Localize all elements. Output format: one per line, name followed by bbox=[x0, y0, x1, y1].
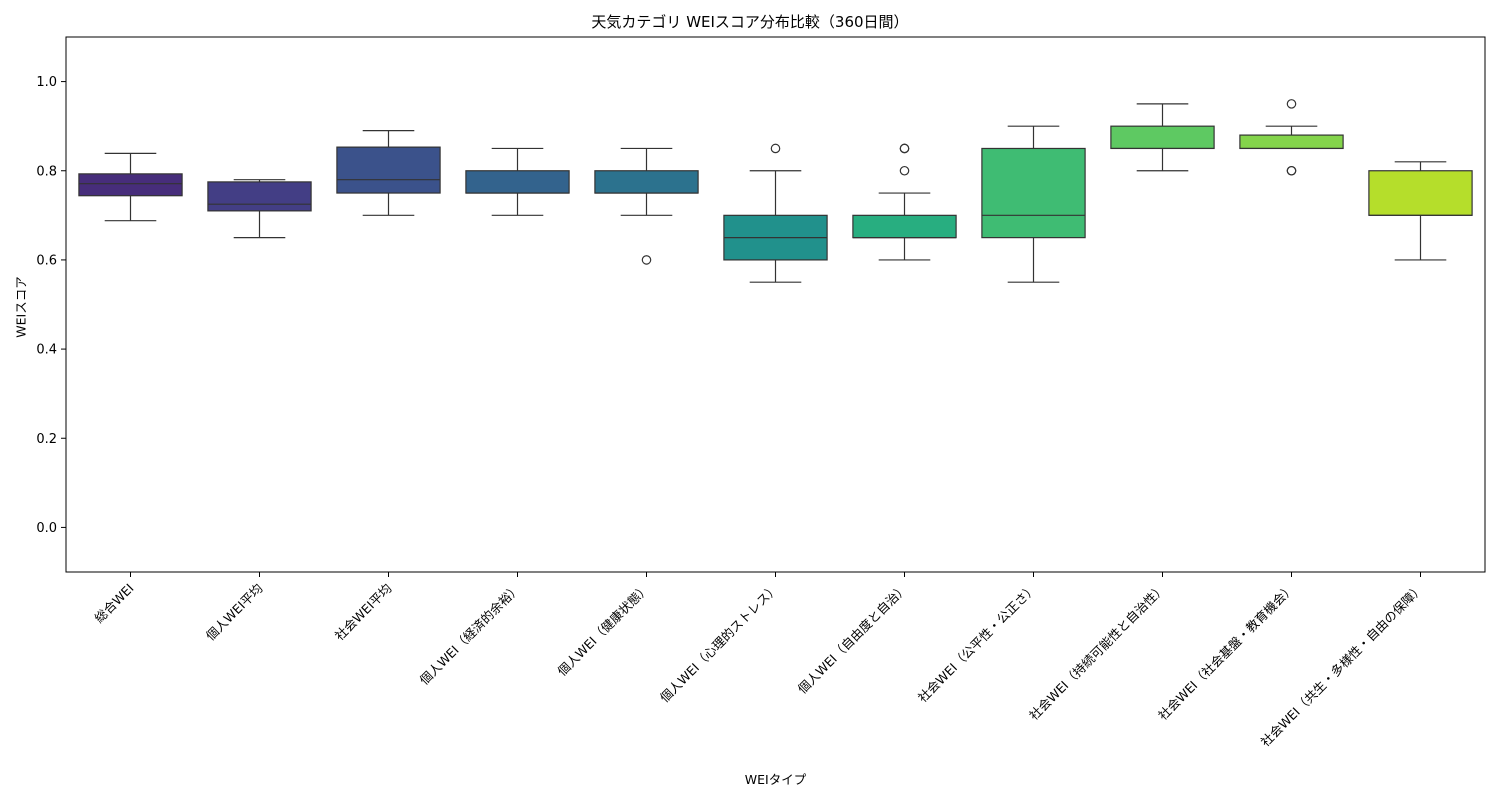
outlier-point bbox=[641, 255, 652, 265]
box-3 bbox=[336, 130, 441, 216]
x-tick-label: 社会WEI平均 bbox=[332, 581, 395, 644]
box-5 bbox=[594, 147, 699, 265]
x-axis: 総合WEI 個人WEI平均 社会WEI平均 個人WEI（経済的余裕） 個人WEI（健康状… bbox=[91, 572, 1427, 750]
x-tick-label: 社会WEI（共生・多様性・自由の保障） bbox=[1258, 581, 1427, 750]
y-tick-label: 0.4 bbox=[36, 343, 57, 358]
x-axis-label: WEIタイプ bbox=[744, 772, 807, 787]
x-tick-label: 個人WEI（自由度と自治） bbox=[795, 581, 911, 697]
y-tick-label: 1.0 bbox=[36, 75, 57, 90]
box-body bbox=[1110, 125, 1215, 150]
y-tick-label: 0.2 bbox=[36, 432, 57, 447]
box-body bbox=[594, 170, 699, 194]
outlier-point bbox=[1286, 99, 1297, 109]
y-tick-label: 0.8 bbox=[36, 164, 57, 179]
x-tick-label: 社会WEI（持続可能性と自治性） bbox=[1026, 581, 1168, 723]
plot-area bbox=[65, 36, 1486, 573]
box-11 bbox=[1368, 161, 1473, 261]
x-tick-label: 総合WEI bbox=[91, 581, 136, 626]
x-tick-label: 個人WEI平均 bbox=[203, 581, 266, 644]
y-axis: 0.0 0.2 0.4 0.6 0.8 1.0 bbox=[36, 75, 66, 536]
box-10 bbox=[1239, 99, 1344, 176]
box-9 bbox=[1110, 103, 1215, 172]
chart-title: 天気カテゴリ WEIスコア分布比較（360日間） bbox=[591, 13, 909, 31]
x-tick-label: 個人WEI（経済的余裕） bbox=[417, 581, 524, 688]
box-8 bbox=[981, 125, 1086, 283]
box-body bbox=[981, 147, 1086, 239]
box-1 bbox=[78, 152, 183, 222]
x-tick-label: 個人WEI（健康状態） bbox=[554, 581, 652, 679]
x-tick-label: 個人WEI（心理的ストレス） bbox=[657, 581, 782, 706]
y-tick-label: 0.0 bbox=[36, 521, 57, 536]
box-body bbox=[465, 170, 570, 194]
y-tick-label: 0.6 bbox=[36, 253, 57, 268]
box-body bbox=[1239, 134, 1344, 150]
x-tick-label: 社会WEI（社会基盤・教育機会） bbox=[1155, 581, 1297, 723]
outlier-point bbox=[1286, 165, 1297, 176]
outlier-point bbox=[899, 165, 910, 176]
outlier-point bbox=[770, 143, 781, 154]
box-4 bbox=[465, 147, 570, 216]
box-6 bbox=[723, 143, 828, 283]
box-2 bbox=[207, 179, 312, 239]
box-7 bbox=[852, 143, 957, 261]
box-body bbox=[78, 173, 183, 197]
box-body bbox=[207, 181, 312, 212]
box-series bbox=[78, 99, 1473, 283]
box-body bbox=[852, 214, 957, 239]
outlier-point bbox=[899, 143, 910, 154]
plot-frame bbox=[65, 36, 1486, 573]
x-tick-label: 社会WEI（公平性・公正さ） bbox=[915, 581, 1040, 706]
box-body bbox=[1368, 170, 1473, 216]
box-body bbox=[336, 146, 441, 194]
